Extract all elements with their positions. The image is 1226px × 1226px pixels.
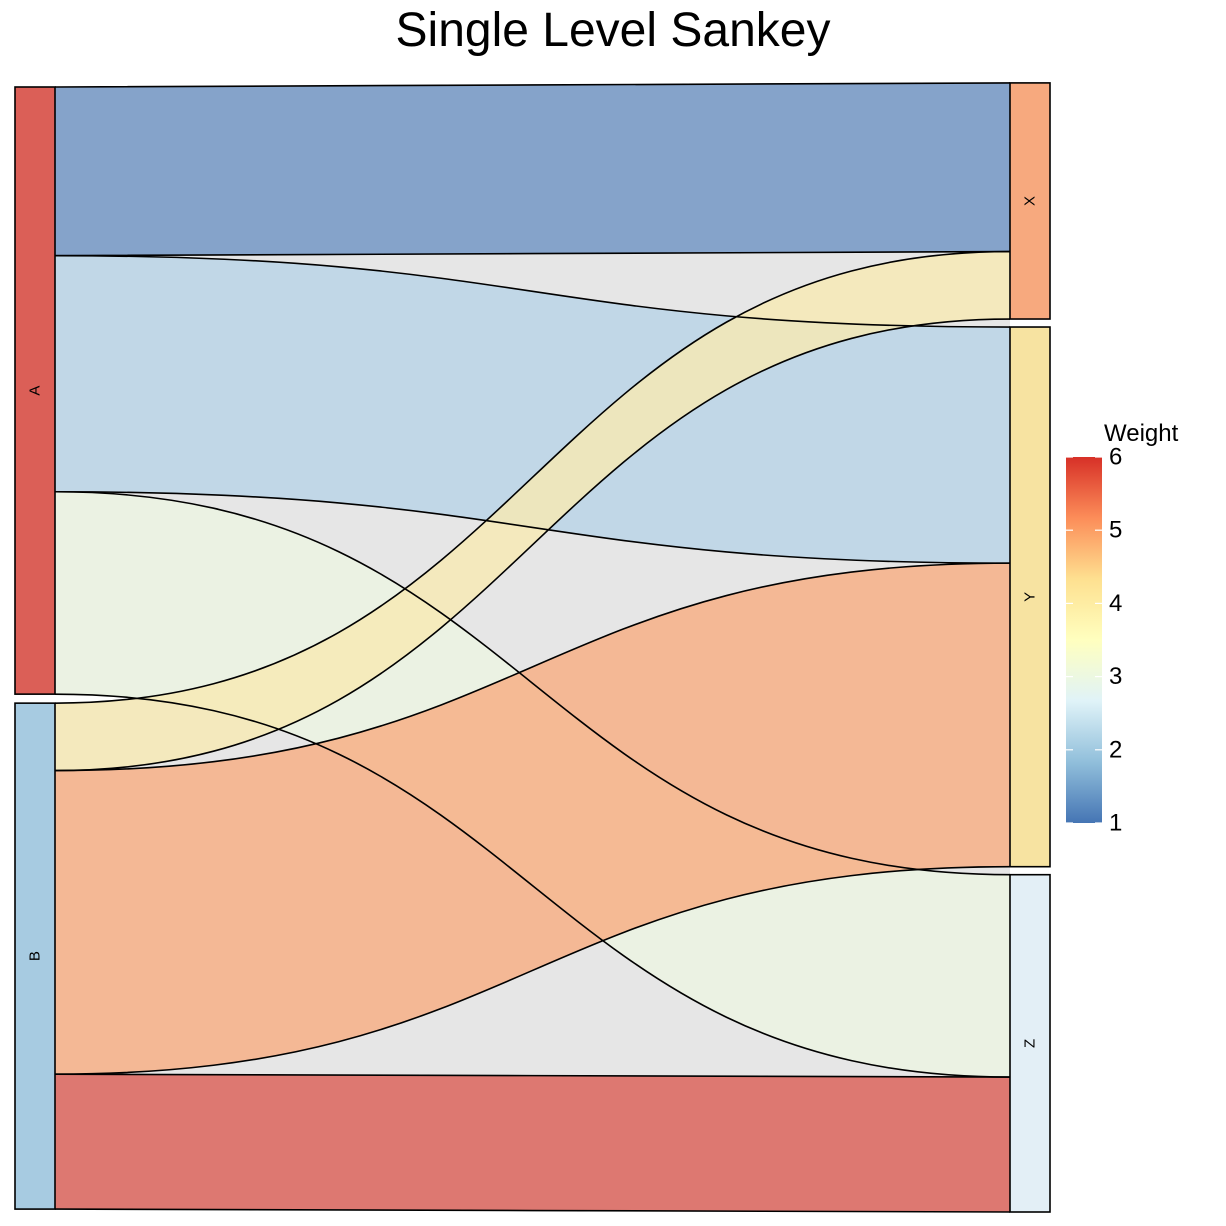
chart-title: Single Level Sankey bbox=[396, 4, 831, 57]
link-B-Y bbox=[55, 563, 1010, 1075]
legend-title: Weight bbox=[1104, 420, 1179, 447]
source-node-B bbox=[14, 702, 56, 1210]
target-node-X bbox=[1009, 82, 1051, 320]
legend-tick-label-5: 5 bbox=[1109, 517, 1122, 544]
legend-colorbar bbox=[1066, 457, 1102, 823]
link-B-X bbox=[55, 251, 1010, 771]
link-edge-bottom-B-Y bbox=[54, 865, 1011, 1075]
link-edge-top-B-Z bbox=[54, 1073, 1011, 1078]
legend-ticks: 1 2 3 4 5 6 bbox=[1066, 444, 1122, 837]
link-edge-top-A-X bbox=[54, 82, 1011, 88]
source-node-label-A: A bbox=[27, 386, 44, 396]
legend-tick-label-4: 4 bbox=[1109, 590, 1122, 617]
link-edge-bottom-A-X bbox=[54, 250, 1011, 257]
legend-tick-label-2: 2 bbox=[1109, 736, 1122, 763]
legend-tick-label-1: 1 bbox=[1109, 810, 1122, 837]
legend-tick-label-3: 3 bbox=[1109, 663, 1122, 690]
link-edge-bottom-A-Y bbox=[54, 490, 1011, 564]
target-node-Y bbox=[1009, 326, 1051, 868]
target-node-Z bbox=[1009, 873, 1051, 1213]
link-edge-top-B-X bbox=[54, 250, 1011, 704]
nodes-layer: A B X Y Z bbox=[14, 82, 1051, 1213]
link-edge-top-A-Y bbox=[54, 254, 1011, 328]
link-edge-bottom-B-X bbox=[54, 318, 1011, 772]
links-layer bbox=[54, 82, 1011, 1213]
source-node-A bbox=[14, 86, 56, 695]
target-node-label-Y: Y bbox=[1022, 592, 1039, 602]
target-node-label-Z: Z bbox=[1022, 1039, 1039, 1048]
source-node-label-B: B bbox=[27, 951, 44, 961]
target-node-label-X: X bbox=[1022, 196, 1039, 206]
link-edge-top-A-Z bbox=[54, 490, 1011, 876]
link-B-Z bbox=[55, 1074, 1010, 1212]
link-A-X bbox=[55, 82, 1010, 256]
link-edge-bottom-B-Z bbox=[54, 1208, 1011, 1213]
legend-tick-label-6: 6 bbox=[1109, 444, 1122, 471]
color-legend: Weight 1 2 3 4 5 6 bbox=[1066, 420, 1179, 837]
link-edge-top-B-Y bbox=[54, 562, 1011, 772]
link-edge-bottom-A-Z bbox=[54, 693, 1011, 1078]
